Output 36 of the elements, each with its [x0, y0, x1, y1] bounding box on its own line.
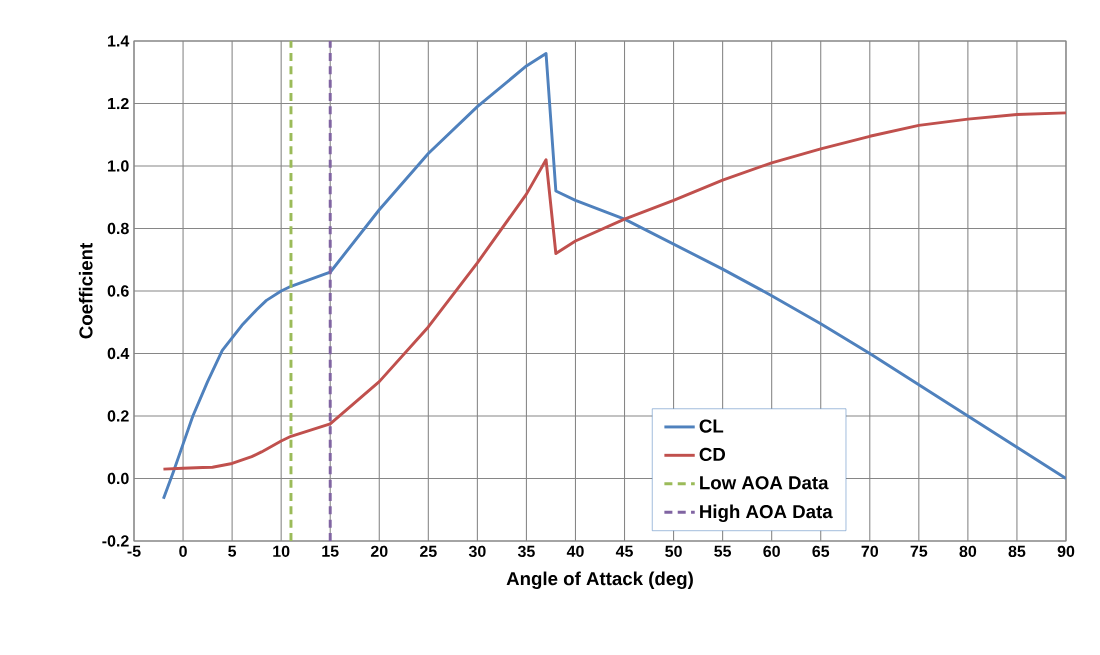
y-tick-label: 1.4 [108, 35, 130, 47]
x-tick-label: 35 [517, 545, 535, 558]
line-series [161, 111, 1066, 471]
x-tick-label: 45 [615, 545, 633, 557]
legend-label: High AOA Data [700, 504, 833, 522]
y-tick-label: 1.2 [108, 97, 129, 110]
x-tick-label: 0 [179, 545, 187, 558]
y-axis-title: Coefficient [78, 243, 93, 339]
legend-label: CD [699, 447, 726, 462]
x-tick-label: 30 [468, 545, 486, 558]
y-tick-label: 0.2 [107, 410, 129, 422]
x-tick-label: 5 [228, 545, 237, 557]
x-tick-label: 65 [812, 545, 830, 558]
x-tick-label: -5 [127, 545, 141, 557]
x-axis-title: Angle of Attack (deg) [506, 571, 693, 590]
x-tick-label: 60 [763, 545, 780, 558]
x-tick-label: 80 [959, 545, 977, 558]
x-tick-label: 55 [714, 545, 732, 557]
x-tick-label: 20 [370, 545, 388, 558]
x-tick-label: 10 [273, 545, 290, 558]
x-tick-label: 75 [910, 545, 928, 557]
y-tick-label: 1.0 [108, 160, 129, 172]
x-tick-label: 90 [1057, 545, 1075, 558]
y-tick-label: 0.4 [107, 347, 130, 360]
y-tick-label: -0.2 [102, 535, 129, 547]
legend-label: CL [699, 419, 724, 433]
x-tick-label: 50 [665, 545, 682, 558]
y-tick-label: 0.6 [107, 285, 129, 297]
y-tick-label: 0.8 [107, 222, 129, 235]
x-tick-label: 15 [322, 545, 339, 557]
x-tick-label: 25 [419, 545, 437, 558]
x-tick-label: 85 [1008, 545, 1026, 558]
x-tick-label: 70 [861, 545, 879, 558]
y-tick-label: 0.0 [107, 472, 129, 485]
x-tick-label: 40 [566, 545, 584, 558]
legend-label: Low AOA Data [700, 476, 829, 490]
